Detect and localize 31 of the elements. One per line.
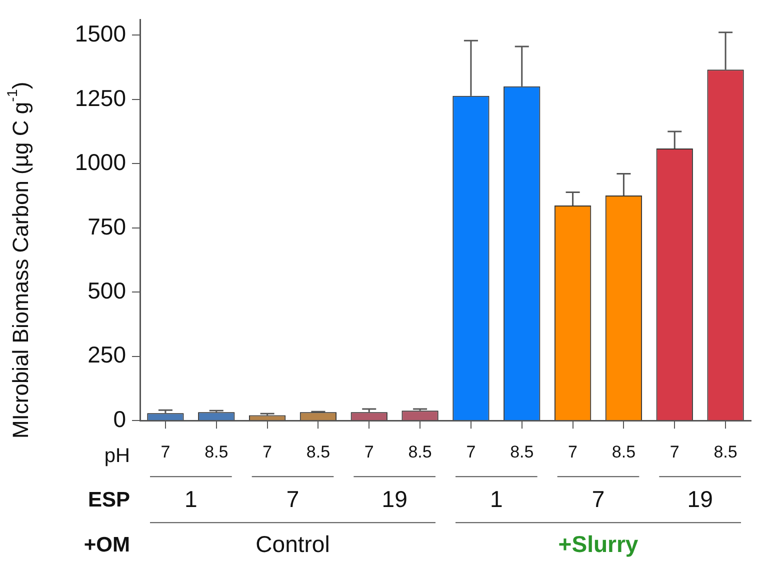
x-tick-label: 8.5	[204, 442, 228, 462]
x-tick-label: 7	[160, 442, 170, 462]
y-tick-label: 1250	[74, 84, 126, 111]
text: 19	[382, 486, 408, 512]
x-tick-label: 7	[364, 442, 374, 462]
y-tick-label: 250	[88, 342, 126, 368]
y-axis-title: MIcrobial Biomass Carbon (µg C g-1)	[5, 82, 34, 439]
y-tick-label: 1000	[74, 149, 126, 176]
x-tick-label: 8.5	[306, 442, 330, 462]
y-tick-label: 750	[88, 213, 126, 240]
text: 19	[687, 486, 713, 512]
text: +Slurry	[558, 530, 638, 557]
y-tick-label: 0	[113, 406, 126, 432]
text: 7	[592, 486, 605, 512]
text: 1	[490, 486, 503, 512]
x-tick-label: 8.5	[408, 442, 432, 462]
x-tick-label: 8.5	[714, 442, 738, 462]
x-tick-label: 7	[262, 442, 272, 462]
x-tick-label: 8.5	[612, 442, 636, 462]
text: pH	[104, 445, 130, 468]
y-tick-label: 500	[88, 277, 126, 304]
text: 1	[184, 486, 198, 512]
x-tick-label: 7	[466, 442, 476, 462]
x-tick-label: 7	[670, 442, 680, 462]
text: +OM	[84, 533, 130, 556]
text: Control	[256, 530, 330, 557]
x-tick-label: 7	[568, 442, 578, 462]
text: 7	[286, 486, 300, 512]
y-tick-label: 1500	[74, 20, 126, 47]
text: ESP	[88, 488, 130, 512]
x-tick-label: 8.5	[510, 442, 534, 462]
